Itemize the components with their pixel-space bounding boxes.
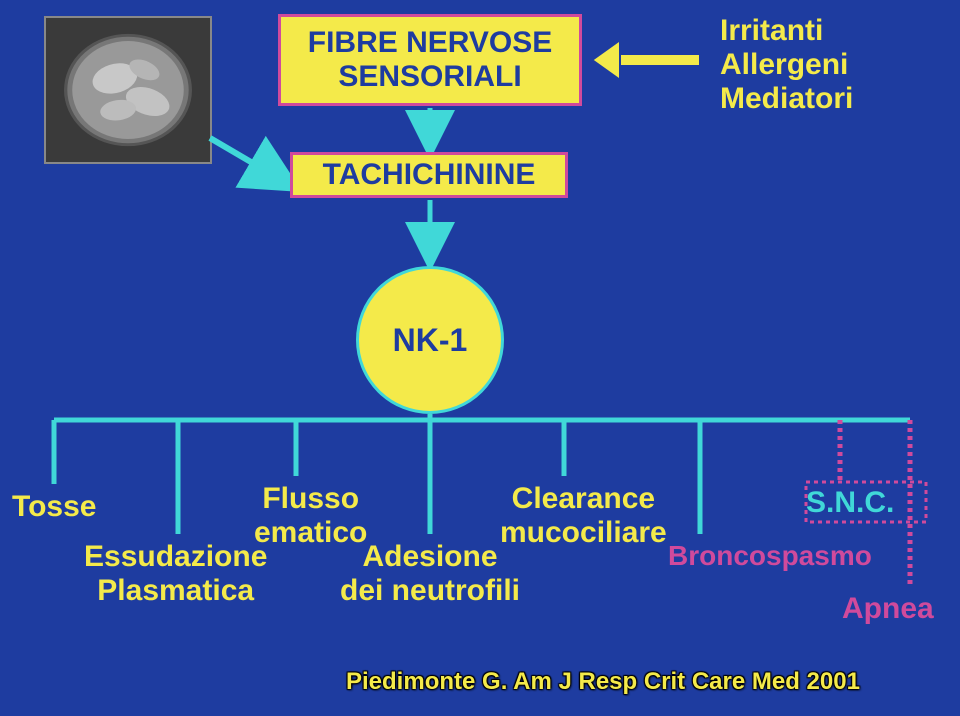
leaf-tosse: Tosse [12, 490, 96, 524]
box-tachichinine-text: TACHICHININE [323, 158, 536, 192]
leaf-apnea: Apnea [842, 592, 934, 626]
leaf-adesione: Adesione dei neutrofili [340, 540, 520, 608]
circle-nk1: NK-1 [356, 266, 504, 414]
box-fibre-nervose: FIBRE NERVOSE SENSORIALI [278, 14, 582, 106]
circle-nk1-text: NK-1 [393, 322, 468, 359]
leaf-snc: S.N.C. [806, 486, 894, 520]
box-tachichinine: TACHICHININE [290, 152, 568, 198]
citation-text: Piedimonte G. Am J Resp Crit Care Med 20… [346, 668, 860, 696]
micrograph-image [44, 16, 212, 164]
box-fibre-nervose-text: FIBRE NERVOSE SENSORIALI [308, 26, 553, 94]
leaf-clearance: Clearance mucociliare [500, 482, 667, 550]
irritanti-text: Irritanti Allergeni Mediatori [720, 14, 853, 116]
leaf-essudazione: Essudazione Plasmatica [84, 540, 267, 608]
leaf-broncospasmo: Broncospasmo [668, 540, 872, 572]
